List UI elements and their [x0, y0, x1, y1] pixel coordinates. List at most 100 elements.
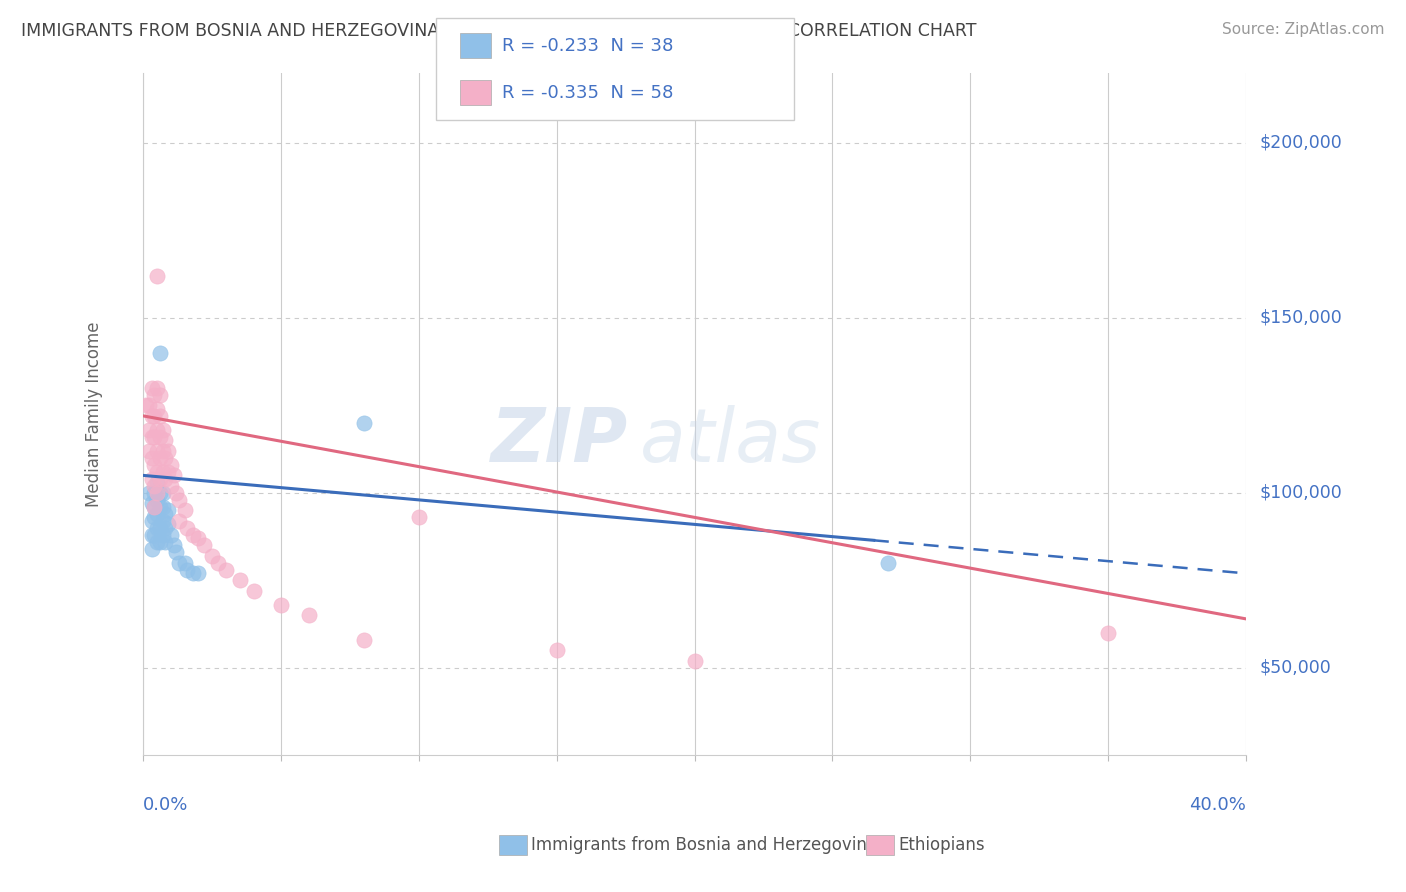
Point: [173, 556, 195, 570]
Point: [165, 486, 187, 500]
Point: [193, 538, 215, 552]
Point: [167, 514, 190, 528]
Point: [143, 500, 166, 514]
Point: [155, 535, 177, 549]
Point: [141, 409, 163, 423]
Point: [270, 598, 292, 612]
Point: [152, 465, 174, 479]
Point: [152, 528, 174, 542]
Point: [149, 472, 172, 486]
Point: [207, 556, 229, 570]
Point: [163, 468, 186, 483]
Point: [152, 500, 174, 514]
Point: [242, 583, 264, 598]
Point: [176, 563, 198, 577]
Point: [155, 472, 177, 486]
Point: [152, 486, 174, 500]
Point: [149, 409, 172, 423]
Point: [149, 500, 172, 514]
Text: IMMIGRANTS FROM BOSNIA AND HERZEGOVINA VS ETHIOPIAN MEDIAN FAMILY INCOME CORRELA: IMMIGRANTS FROM BOSNIA AND HERZEGOVINA V…: [21, 22, 977, 40]
Point: [146, 268, 169, 283]
Point: [298, 608, 321, 623]
Point: [141, 541, 163, 556]
Point: [353, 632, 375, 647]
Point: [141, 430, 163, 444]
Text: $200,000: $200,000: [1260, 134, 1341, 152]
Point: [155, 434, 177, 448]
Text: 40.0%: 40.0%: [1189, 797, 1246, 814]
Point: [201, 549, 224, 563]
Point: [141, 514, 163, 528]
Point: [143, 486, 166, 500]
Point: [146, 535, 169, 549]
Point: [149, 486, 172, 500]
Point: [143, 430, 166, 444]
Point: [160, 458, 183, 472]
Text: Ethiopians: Ethiopians: [898, 836, 986, 854]
Point: [146, 423, 169, 437]
Point: [149, 450, 172, 465]
Point: [149, 535, 172, 549]
Point: [876, 556, 898, 570]
Point: [163, 538, 186, 552]
Point: [146, 465, 169, 479]
Point: [138, 486, 160, 500]
Point: [152, 514, 174, 528]
Point: [165, 545, 187, 559]
Point: [143, 388, 166, 402]
Point: [141, 528, 163, 542]
Point: [146, 486, 169, 500]
Point: [155, 450, 177, 465]
Text: ZIP: ZIP: [491, 405, 628, 478]
Point: [146, 492, 169, 507]
Point: [138, 423, 160, 437]
Point: [173, 503, 195, 517]
Text: R = -0.335  N = 58: R = -0.335 N = 58: [502, 84, 673, 102]
Point: [181, 566, 204, 581]
Point: [181, 528, 204, 542]
Point: [143, 458, 166, 472]
Point: [215, 563, 238, 577]
Point: [138, 399, 160, 413]
Point: [353, 416, 375, 430]
Text: $50,000: $50,000: [1260, 659, 1331, 677]
Text: $100,000: $100,000: [1260, 483, 1341, 502]
Point: [152, 444, 174, 458]
Point: [187, 532, 209, 546]
Text: Median Family Income: Median Family Income: [84, 321, 103, 507]
Point: [141, 381, 163, 395]
Point: [149, 430, 172, 444]
Point: [146, 475, 169, 490]
Point: [143, 528, 166, 542]
Text: atlas: atlas: [640, 406, 821, 477]
Point: [149, 346, 172, 360]
Point: [143, 500, 166, 514]
Point: [160, 528, 183, 542]
Text: R = -0.233  N = 38: R = -0.233 N = 38: [502, 37, 673, 54]
Text: 0.0%: 0.0%: [143, 797, 188, 814]
Point: [408, 510, 430, 524]
Text: Source: ZipAtlas.com: Source: ZipAtlas.com: [1222, 22, 1385, 37]
Point: [143, 510, 166, 524]
Text: Immigrants from Bosnia and Herzegovina: Immigrants from Bosnia and Herzegovina: [531, 836, 877, 854]
Point: [146, 507, 169, 521]
Point: [187, 566, 209, 581]
Point: [149, 521, 172, 535]
Point: [229, 574, 252, 588]
Point: [149, 388, 172, 402]
Point: [176, 521, 198, 535]
Point: [138, 444, 160, 458]
Point: [1097, 625, 1119, 640]
Point: [152, 423, 174, 437]
Point: [157, 503, 180, 517]
Point: [155, 521, 177, 535]
Point: [683, 654, 706, 668]
Point: [146, 521, 169, 535]
Point: [167, 492, 190, 507]
Point: [157, 465, 180, 479]
Point: [546, 643, 568, 657]
Point: [146, 381, 169, 395]
Point: [155, 507, 177, 521]
Point: [167, 556, 190, 570]
Point: [146, 444, 169, 458]
